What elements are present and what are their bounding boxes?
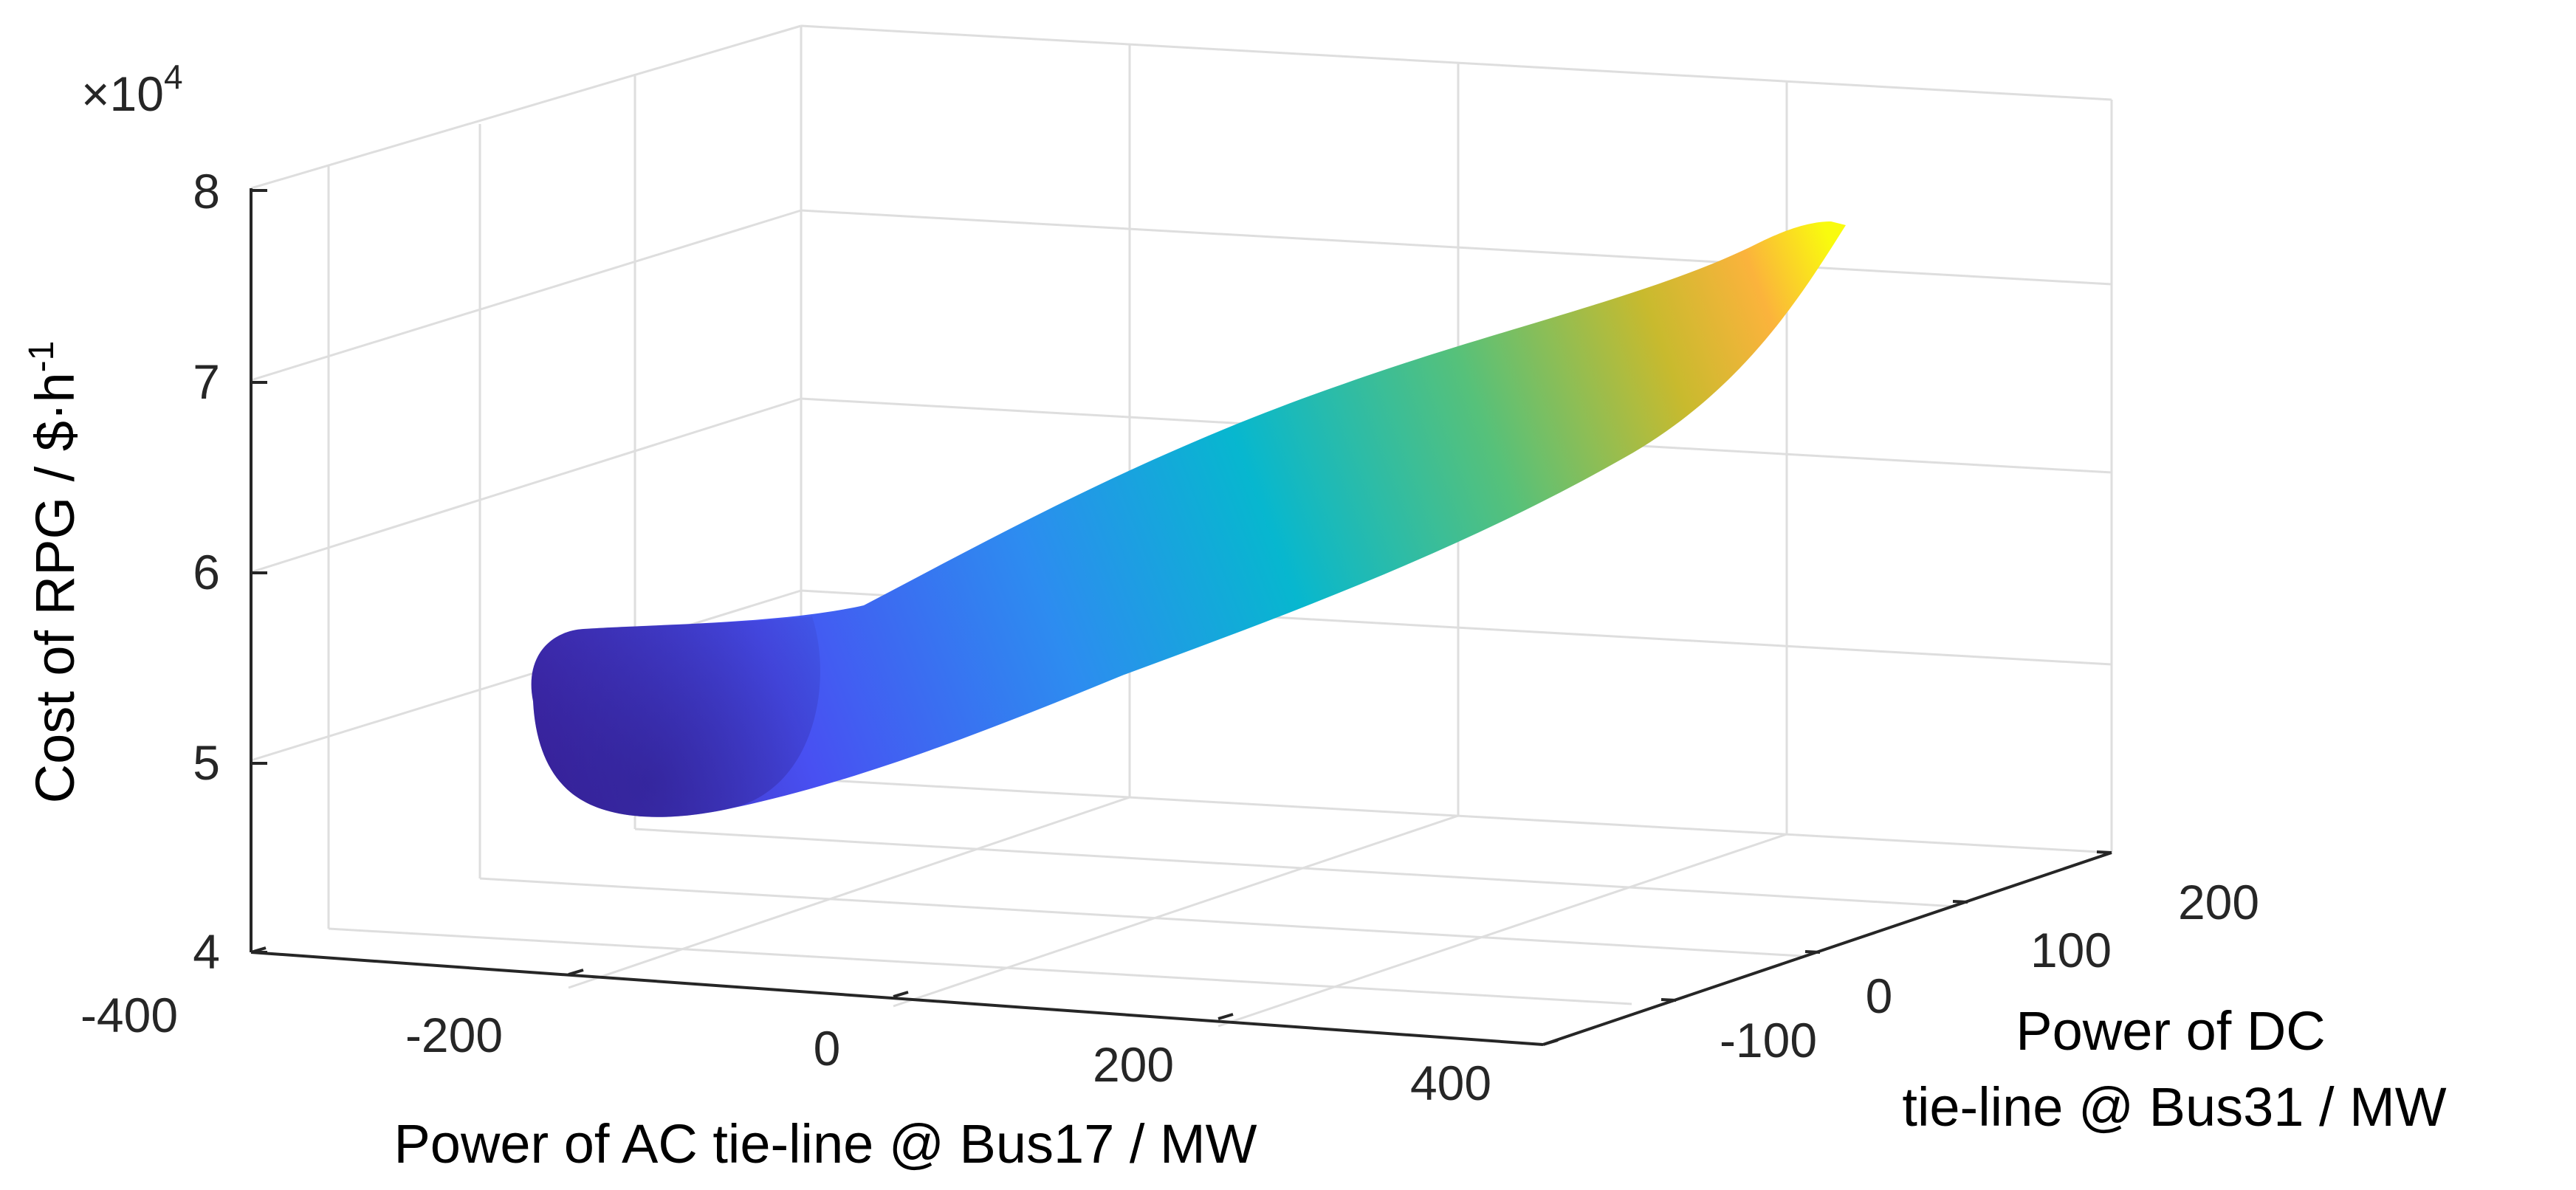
x-axis-label: Power of AC tie-line @ Bus17 / MW: [394, 1113, 1257, 1174]
z-tick-label: 7: [193, 354, 220, 409]
z-tick-label: 8: [193, 164, 220, 219]
x-tick-label: 400: [1410, 1056, 1491, 1110]
y-tick-label: 100: [2030, 923, 2112, 977]
z-tick-label: 5: [193, 735, 220, 790]
z-tick-labels: 4 5 6 7 8: [193, 164, 220, 979]
z-tick-label: 4: [193, 924, 220, 979]
z-axis-label-text: Cost of RPG / $·h: [24, 372, 86, 803]
surface-shape: [531, 221, 1847, 817]
x-tick-label: -400: [80, 988, 178, 1042]
y-axis-label-line1: Power of DC: [2016, 1000, 2325, 1062]
y-axis-label-line2: tie-line @ Bus31 / MW: [1902, 1076, 2446, 1138]
x-axis-line: [250, 951, 1544, 1046]
z-axis-label: Cost of RPG / $·h-1: [22, 341, 86, 804]
z-exponent-prefix: ×10: [81, 66, 164, 121]
axes: [250, 188, 2112, 1046]
y-tick-labels: -100 0 100 200: [1720, 875, 2259, 1067]
x-tick-label: -200: [405, 1008, 503, 1062]
z-exponent-power: 4: [164, 58, 183, 96]
y-tick-label: 200: [2178, 875, 2259, 929]
y-tick-label: -100: [1720, 1013, 1817, 1067]
x-tick-label: 200: [1093, 1037, 1174, 1092]
z-axis-label-sup: -1: [22, 341, 61, 373]
surface: [531, 221, 1847, 817]
grid-lines: [250, 24, 2113, 1046]
y-tick-label: 0: [1866, 969, 1893, 1023]
x-tick-label: 0: [814, 1021, 841, 1076]
x-tick-labels: -400 -200 0 200 400: [80, 988, 1491, 1110]
z-tick-label: 6: [193, 545, 220, 599]
z-exponent: ×104: [81, 58, 183, 121]
y-axis-line: [1542, 851, 2112, 1046]
